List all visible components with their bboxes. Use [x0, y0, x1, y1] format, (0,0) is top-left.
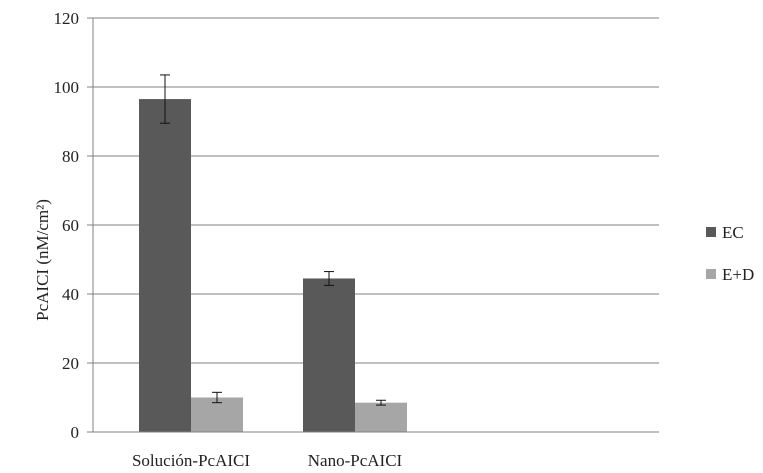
bar-EC-Nano-PcAICI [303, 278, 355, 432]
legend-swatch-E+D [706, 269, 716, 279]
y-tick-label: 100 [54, 78, 80, 97]
error-bars [160, 74, 386, 406]
legend-label: E+D [722, 265, 754, 284]
bars [139, 99, 407, 432]
x-tick-label: Solución-PcAICI [132, 451, 250, 470]
legend-label: EC [722, 223, 744, 242]
y-tick-label: 40 [62, 285, 79, 304]
y-tick-label: 120 [54, 9, 80, 28]
y-axis-title: PcAICI (nM/cm²) [33, 199, 52, 321]
x-tick-label: Nano-PcAICI [308, 451, 403, 470]
axes [92, 18, 659, 433]
y-tick-label: 20 [62, 354, 79, 373]
y-tick-label: 60 [62, 216, 79, 235]
legend: EC E+D [706, 223, 754, 284]
tick-labels: 0 20 40 60 80 100 120 Solución-PcAICI Nano-PcAIC… [54, 9, 403, 470]
y-tick-label: 0 [71, 423, 80, 442]
bar-E+D-Solución-PcAICI [191, 397, 243, 432]
bar-EC-Solución-PcAICI [139, 99, 191, 432]
legend-swatch-EC [706, 227, 716, 237]
bar-E+D-Nano-PcAICI [355, 402, 407, 432]
y-tick-label: 80 [62, 147, 79, 166]
